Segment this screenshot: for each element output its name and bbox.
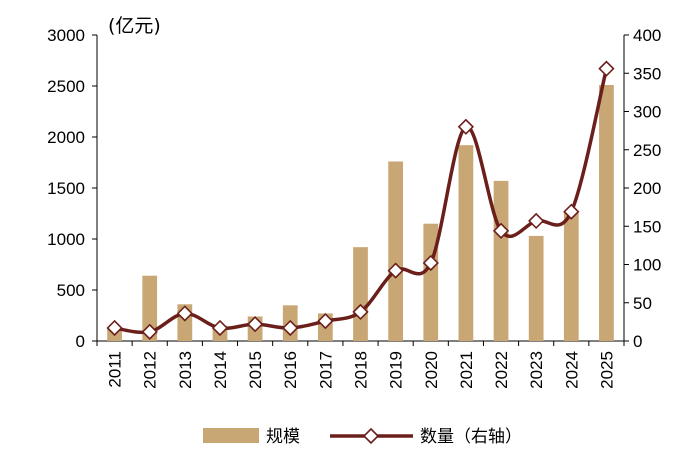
legend-label-line: 数量（右轴） — [420, 427, 522, 447]
right-axis-tick-label: 100 — [633, 256, 661, 275]
line-point — [422, 254, 439, 272]
right-axis-tick-label: 50 — [633, 294, 652, 313]
x-axis-tick-label: 2016 — [281, 351, 300, 389]
x-axis-tick-label: 2024 — [562, 351, 581, 389]
left-axis-tick-label: 1500 — [47, 179, 85, 198]
left-axis-tick-label: 1000 — [47, 230, 85, 249]
x-axis-tick-label: 2012 — [141, 351, 160, 389]
x-axis-tick-label: 2021 — [457, 351, 476, 389]
bar — [458, 145, 474, 341]
left-axis-tick-label: 0 — [76, 332, 85, 351]
line-point — [387, 262, 404, 279]
bar — [142, 275, 158, 341]
line-point — [246, 316, 264, 333]
right-axis-tick-label: 250 — [633, 141, 661, 160]
x-axis-tick-label: 2023 — [527, 351, 546, 389]
legend-swatch-bar — [203, 428, 259, 443]
line-point — [492, 222, 510, 239]
left-axis-tick-label: 3000 — [47, 26, 85, 45]
line-point — [317, 312, 334, 330]
unit-label: (亿元) — [108, 15, 161, 37]
legend: 规模 数量（右轴） — [203, 427, 522, 447]
x-axis-tick-label: 2013 — [176, 351, 195, 389]
x-axis-tick-label: 2020 — [422, 351, 441, 389]
x-axis-tick-label: 2022 — [492, 351, 511, 389]
line-point — [106, 319, 123, 337]
left-axis-tick-label: 2000 — [47, 128, 85, 147]
line-point — [457, 118, 475, 135]
x-axis-tick-label: 2025 — [597, 351, 616, 389]
x-axis-tick-label: 2015 — [246, 351, 265, 389]
x-axis-tick-label: 2019 — [387, 351, 406, 389]
right-axis-tick-label: 400 — [633, 26, 661, 45]
left-axis-tick-label: 2500 — [47, 77, 85, 96]
right-axis-tick-label: 150 — [633, 217, 661, 236]
line-point — [141, 323, 158, 340]
bar — [493, 180, 509, 341]
x-axis-tick-label: 2014 — [211, 351, 230, 389]
right-axis-tick-label: 0 — [633, 332, 642, 351]
bar — [388, 161, 404, 341]
right-axis-tick-label: 200 — [633, 179, 661, 198]
line-point — [176, 305, 193, 322]
bar — [563, 211, 579, 341]
x-axis-tick-label: 2011 — [106, 351, 125, 388]
line-series — [106, 60, 615, 340]
line-point — [598, 60, 615, 77]
right-axis-tick-label: 350 — [633, 64, 661, 83]
bar-series — [107, 84, 614, 341]
bar — [599, 84, 614, 341]
legend-marker — [362, 427, 380, 445]
x-axis-tick-label: 2017 — [316, 351, 335, 389]
line-point — [211, 319, 229, 337]
line-point — [528, 212, 545, 230]
legend-label-bar: 规模 — [266, 427, 300, 447]
bar — [528, 235, 544, 341]
left-axis-tick-label: 500 — [57, 281, 85, 300]
tick-labels: 0 500 1000 1500 2000 2500 3000 0 50 100 150 200 250 3… — [47, 26, 661, 389]
line-point — [282, 319, 299, 337]
x-axis-tick-label: 2018 — [352, 351, 371, 389]
right-axis-tick-label: 300 — [633, 103, 661, 122]
line-point — [352, 303, 369, 321]
line-point — [563, 203, 580, 220]
bar — [353, 247, 368, 341]
